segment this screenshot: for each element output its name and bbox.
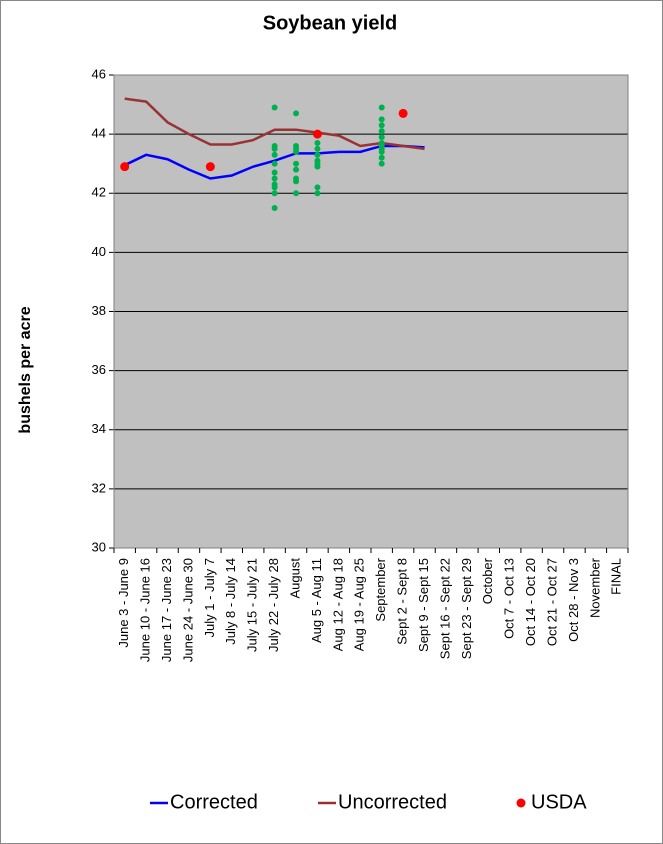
x-tick-label: Oct 14 - Oct 20: [523, 558, 538, 646]
usda-point: [312, 129, 322, 139]
estimate-point: [293, 160, 300, 167]
x-tick-label: July 22 - July 28: [266, 558, 281, 652]
estimate-point: [314, 163, 321, 170]
x-tick-label: August: [287, 558, 302, 599]
x-tick-label: July 8 - July 14: [223, 558, 238, 645]
estimate-point: [271, 205, 278, 212]
legend-label: USDA: [531, 791, 587, 813]
y-axis-label: bushels per acre: [17, 306, 34, 433]
estimate-point: [271, 184, 278, 191]
x-tick-label: June 24 - June 30: [180, 558, 195, 662]
y-tick-label: 32: [92, 480, 106, 495]
y-tick-label: 36: [92, 362, 106, 377]
x-tick-label: Sept 23 - Sept 29: [459, 558, 474, 659]
estimate-point: [378, 128, 385, 135]
estimate-point: [271, 151, 278, 158]
estimate-point: [293, 178, 300, 185]
x-tick-label: Sept 9 - Sept 15: [416, 558, 431, 652]
estimate-point: [378, 122, 385, 129]
x-tick-label: June 10 - June 16: [138, 558, 153, 662]
x-tick-label: October: [480, 557, 495, 604]
usda-point: [205, 162, 215, 172]
x-tick-label: September: [373, 557, 388, 621]
y-tick-label: 44: [92, 126, 106, 141]
estimate-point: [271, 145, 278, 152]
estimate-point: [314, 145, 321, 152]
x-tick-label: November: [587, 557, 602, 618]
estimate-point: [271, 175, 278, 182]
y-tick-label: 34: [92, 421, 106, 436]
y-tick-label: 46: [92, 66, 106, 81]
estimate-point: [271, 169, 278, 176]
legend-swatch: [516, 798, 526, 808]
estimate-point: [293, 166, 300, 173]
usda-point: [120, 162, 130, 172]
x-tick-label: Sept 16 - Sept 22: [437, 558, 452, 659]
line-series: [124, 97, 425, 151]
estimate-point: [314, 190, 321, 197]
x-tick-label: Oct 21 - Oct 27: [544, 558, 559, 646]
x-tick-label: June 3 - June 9: [116, 558, 131, 648]
x-tick-label: Aug 5 - Aug 11: [309, 558, 324, 643]
legend-label: Corrected: [170, 791, 258, 813]
estimate-point: [314, 139, 321, 146]
y-tick-label: 38: [92, 303, 106, 318]
x-tick-label: Oct 7 - Oct 13: [502, 558, 517, 639]
estimate-point: [314, 184, 321, 191]
x-tick-label: FINAL: [609, 558, 624, 595]
estimate-point: [378, 134, 385, 141]
estimate-point: [378, 116, 385, 123]
legend-label: Uncorrected: [338, 791, 447, 813]
estimate-point: [314, 151, 321, 158]
estimate-point: [271, 160, 278, 167]
x-tick-label: July 15 - July 21: [245, 558, 260, 652]
x-tick-label: July 1 - July 7: [202, 558, 217, 637]
x-tick-label: Oct 28 - Nov 3: [566, 558, 581, 642]
estimate-point: [378, 104, 385, 111]
y-tick-label: 40: [92, 244, 106, 259]
chart-title: Soybean yield: [263, 12, 398, 34]
x-tick-label: Aug 19 - Aug 25: [352, 558, 367, 651]
estimate-point: [271, 190, 278, 197]
estimate-point: [271, 104, 278, 111]
estimate-point: [293, 110, 300, 117]
x-tick-label: Sept 2 - Sept 8: [395, 558, 410, 645]
estimate-point: [293, 190, 300, 197]
y-tick-label: 30: [92, 539, 106, 554]
estimate-point: [293, 148, 300, 155]
estimate-point: [378, 148, 385, 155]
estimate-point: [378, 154, 385, 161]
x-tick-label: Aug 12 - Aug 18: [330, 558, 345, 651]
x-tick-label: June 17 - June 23: [159, 558, 174, 662]
y-tick-label: 42: [92, 185, 106, 200]
estimate-point: [378, 160, 385, 167]
usda-point: [398, 108, 408, 118]
